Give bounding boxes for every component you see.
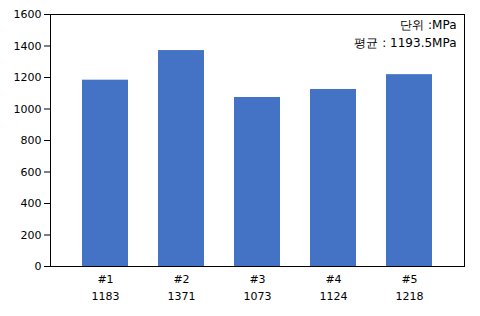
svg-text:단위 :MPa: 단위 :MPa (400, 18, 456, 32)
svg-text:1218: 1218 (396, 290, 424, 303)
svg-text:1400: 1400 (14, 40, 42, 53)
svg-text:#4: #4 (325, 273, 341, 286)
svg-text:200: 200 (21, 229, 42, 242)
svg-text:1000: 1000 (14, 103, 42, 116)
svg-text:평균 : 1193.5MPa: 평균 : 1193.5MPa (354, 36, 456, 50)
svg-text:1124: 1124 (320, 290, 348, 303)
svg-text:#3: #3 (249, 273, 265, 286)
svg-text:1600: 1600 (14, 8, 42, 21)
svg-text:1371: 1371 (168, 290, 196, 303)
svg-text:400: 400 (21, 197, 42, 210)
svg-text:800: 800 (21, 134, 42, 147)
svg-text:1073: 1073 (244, 290, 272, 303)
svg-text:#5: #5 (401, 273, 417, 286)
svg-text:1183: 1183 (92, 290, 120, 303)
svg-text:0: 0 (35, 260, 42, 273)
svg-text:600: 600 (21, 166, 42, 179)
svg-text:#1: #1 (97, 273, 113, 286)
svg-text:1200: 1200 (14, 71, 42, 84)
svg-text:#2: #2 (173, 273, 189, 286)
